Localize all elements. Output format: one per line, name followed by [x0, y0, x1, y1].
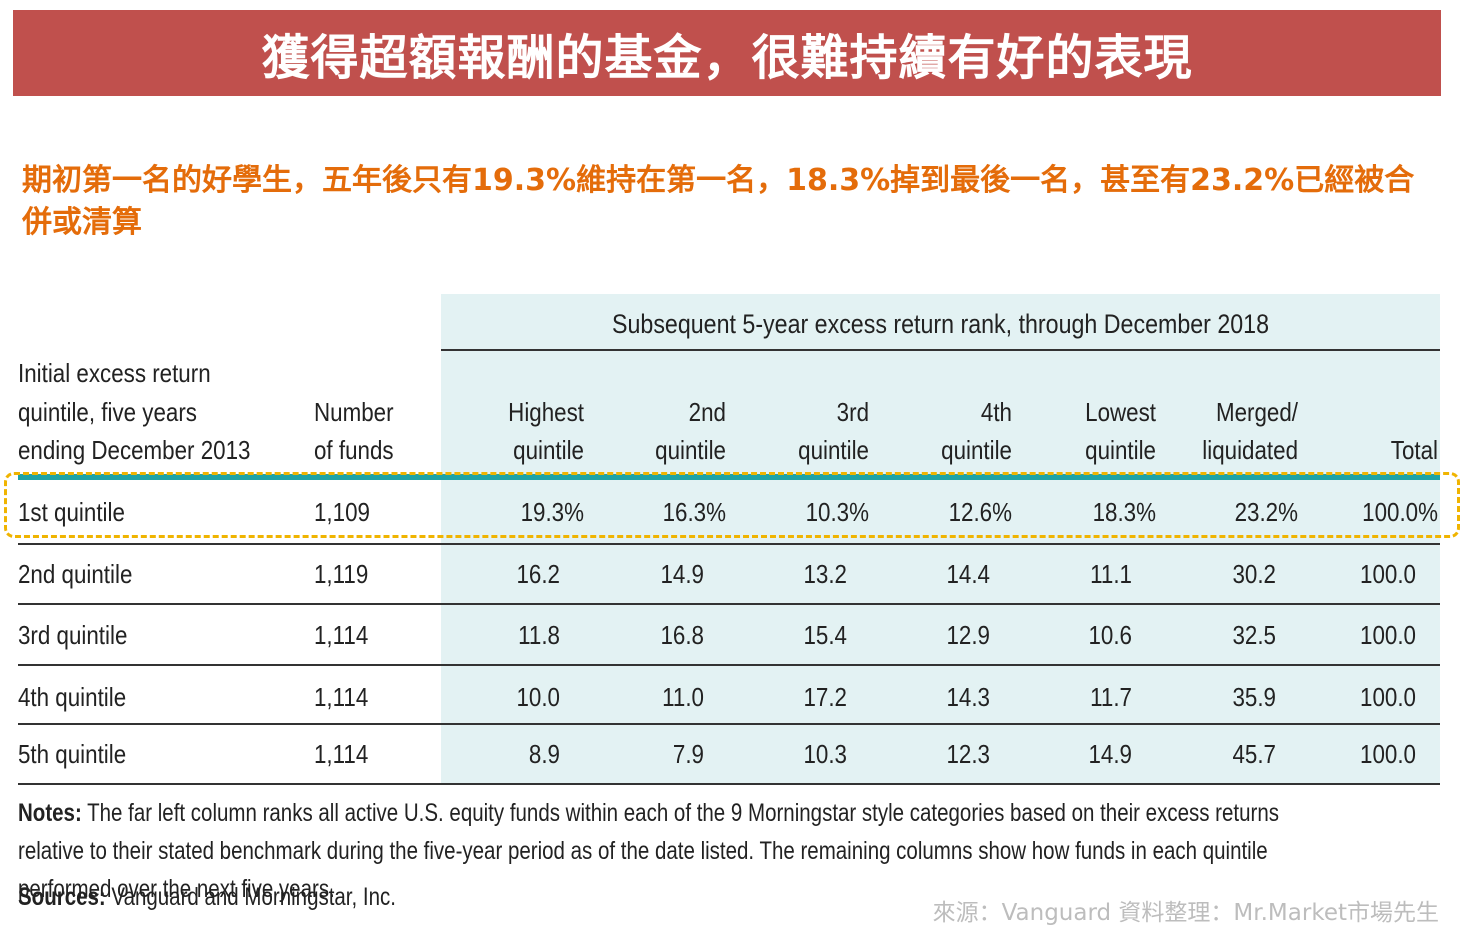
row-funds: 1,119	[314, 559, 369, 589]
cell-lowest: 10.6	[1088, 620, 1132, 650]
cell-highest: 8.9	[528, 739, 560, 769]
header-number-line2: of funds	[314, 435, 394, 465]
header-initial-line1: Initial excess return	[18, 358, 211, 388]
cell-3rd: 10.3	[803, 739, 847, 769]
title-banner: 獲得超額報酬的基金，很難持續有好的表現	[13, 10, 1441, 96]
cell-3rd: 13.2	[803, 559, 847, 589]
cell-merged: 32.5	[1232, 620, 1276, 650]
page-title: 獲得超額報酬的基金，很難持續有好的表現	[261, 30, 1193, 86]
highlight-first-quintile-row	[4, 472, 1460, 538]
source-credit: 來源：Vanguard 資料整理：Mr.Market市場先生	[932, 900, 1439, 926]
row-funds: 1,114	[314, 739, 369, 769]
row-funds: 1,114	[314, 682, 369, 712]
cell-4th: 14.3	[946, 682, 990, 712]
cell-total: 100.0	[1360, 559, 1416, 589]
cell-2nd: 14.9	[660, 559, 704, 589]
subtitle: 期初第一名的好學生，五年後只有19.3%維持在第一名，18.3%掉到最後一名，甚…	[22, 163, 1415, 240]
row-label: 2nd quintile	[18, 559, 133, 589]
cell-2nd: 16.3%	[662, 497, 726, 527]
cell-highest: 11.8	[518, 620, 560, 650]
header-highest-line1: Highest	[508, 397, 584, 427]
cell-total: 100.0	[1360, 682, 1416, 712]
cell-2nd: 16.8	[660, 620, 704, 650]
cell-highest: 19.3%	[520, 497, 584, 527]
cell-merged: 30.2	[1232, 559, 1276, 589]
header-4th-line2: quintile	[941, 435, 1012, 465]
cell-merged: 35.9	[1232, 682, 1276, 712]
sources: Sources: Vanguard and Morningstar, Inc.	[18, 880, 396, 914]
cell-3rd: 10.3%	[805, 497, 869, 527]
sources-label: Sources:	[18, 883, 106, 911]
cell-highest: 16.2	[516, 559, 560, 589]
row-funds: 1,114	[314, 620, 369, 650]
header-lowest-line2: quintile	[1085, 435, 1156, 465]
row-label: 4th quintile	[18, 682, 127, 712]
row-divider	[18, 543, 1440, 545]
notes-label: Notes:	[18, 799, 82, 827]
cell-merged: 45.7	[1232, 739, 1276, 769]
cell-2nd: 11.0	[662, 682, 704, 712]
cell-total: 100.0%	[1362, 497, 1438, 527]
cell-2nd: 7.9	[672, 739, 704, 769]
sources-text: Vanguard and Morningstar, Inc.	[105, 883, 396, 911]
cell-highest: 10.0	[516, 682, 560, 712]
row-funds: 1,109	[314, 497, 370, 527]
notes: Notes: The far left column ranks all act…	[18, 794, 1297, 908]
row-label: 3rd quintile	[18, 620, 128, 650]
group-header-rule	[441, 349, 1440, 351]
header-3rd-line1: 3rd	[836, 397, 869, 427]
cell-4th: 12.9	[946, 620, 990, 650]
cell-3rd: 17.2	[803, 682, 847, 712]
notes-text: The far left column ranks all active U.S…	[18, 799, 1279, 903]
cell-4th: 14.4	[946, 559, 990, 589]
row-divider	[18, 603, 1440, 605]
cell-total: 100.0	[1360, 620, 1416, 650]
row-label: 5th quintile	[18, 739, 127, 769]
row-divider	[18, 664, 1440, 666]
header-2nd-line1: 2nd	[688, 397, 726, 427]
row-divider	[18, 723, 1440, 725]
row-label: 1st quintile	[18, 497, 125, 527]
group-header: Subsequent 5-year excess return rank, th…	[612, 309, 1269, 339]
subsequent-rank-shading	[441, 294, 1440, 785]
header-initial-line3: ending December 2013	[18, 435, 251, 465]
cell-4th: 12.3	[946, 739, 990, 769]
header-4th-line1: 4th	[980, 397, 1012, 427]
header-number-line1: Number	[314, 397, 394, 427]
cell-4th: 12.6%	[948, 497, 1012, 527]
cell-merged: 23.2%	[1234, 497, 1298, 527]
header-lowest-line1: Lowest	[1085, 397, 1156, 427]
header-merged-line1: Merged/	[1215, 397, 1298, 427]
header-accent-rule	[18, 474, 1440, 480]
header-highest-line2: quintile	[513, 435, 584, 465]
cell-lowest: 14.9	[1088, 739, 1132, 769]
header-merged-line2: liquidated	[1202, 435, 1298, 465]
header-3rd-line2: quintile	[798, 435, 869, 465]
header-initial-line2: quintile, five years	[18, 397, 197, 427]
cell-lowest: 18.3%	[1092, 497, 1156, 527]
cell-lowest: 11.7	[1090, 682, 1132, 712]
header-2nd-line2: quintile	[655, 435, 726, 465]
cell-3rd: 15.4	[803, 620, 847, 650]
header-total: Total	[1390, 435, 1438, 465]
cell-total: 100.0	[1360, 739, 1416, 769]
cell-lowest: 11.1	[1090, 559, 1132, 589]
table-bottom-rule	[18, 783, 1440, 785]
